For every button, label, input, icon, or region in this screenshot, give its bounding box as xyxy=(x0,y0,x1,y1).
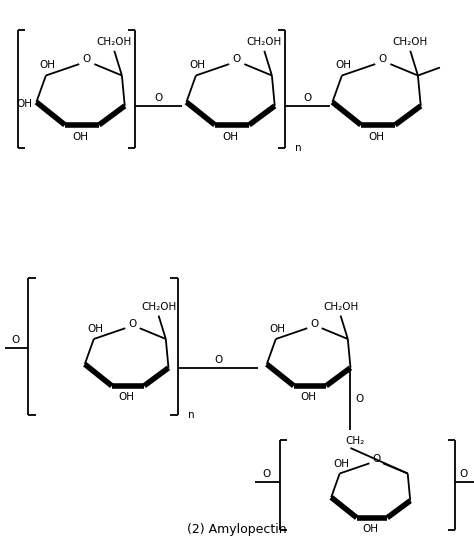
Text: O: O xyxy=(303,93,311,103)
Text: O: O xyxy=(379,55,387,64)
Text: OH: OH xyxy=(300,393,316,402)
Text: OH: OH xyxy=(362,524,378,534)
Text: O: O xyxy=(82,55,91,64)
Text: O: O xyxy=(372,454,380,464)
Text: CH₂OH: CH₂OH xyxy=(392,37,428,47)
Text: OH: OH xyxy=(190,60,206,70)
Text: OH: OH xyxy=(270,324,286,334)
Text: CH₂: CH₂ xyxy=(346,436,365,446)
Text: OH: OH xyxy=(88,324,104,334)
Text: OH: OH xyxy=(336,60,352,70)
Text: OH: OH xyxy=(72,132,88,142)
Text: OH: OH xyxy=(333,459,349,469)
Text: O: O xyxy=(128,319,137,329)
Text: O: O xyxy=(154,93,163,103)
Text: CH₂OH: CH₂OH xyxy=(323,302,358,313)
Text: (2) Amylopectin: (2) Amylopectin xyxy=(187,523,287,537)
Text: O: O xyxy=(356,394,364,404)
Text: OH: OH xyxy=(40,60,56,70)
Text: OH: OH xyxy=(118,393,134,402)
Text: OH: OH xyxy=(368,132,384,142)
Text: CH₂OH: CH₂OH xyxy=(97,37,132,47)
Text: CH₂OH: CH₂OH xyxy=(246,37,282,47)
Text: O: O xyxy=(214,355,222,365)
Text: OH: OH xyxy=(16,99,32,109)
Text: OH: OH xyxy=(222,132,238,142)
Text: O: O xyxy=(310,319,319,329)
Text: O: O xyxy=(460,469,468,479)
Text: n: n xyxy=(295,143,301,153)
Text: n: n xyxy=(189,410,195,420)
Text: O: O xyxy=(233,55,241,64)
Text: CH₂OH: CH₂OH xyxy=(141,302,176,313)
Text: O: O xyxy=(263,469,271,479)
Text: O: O xyxy=(12,335,20,345)
